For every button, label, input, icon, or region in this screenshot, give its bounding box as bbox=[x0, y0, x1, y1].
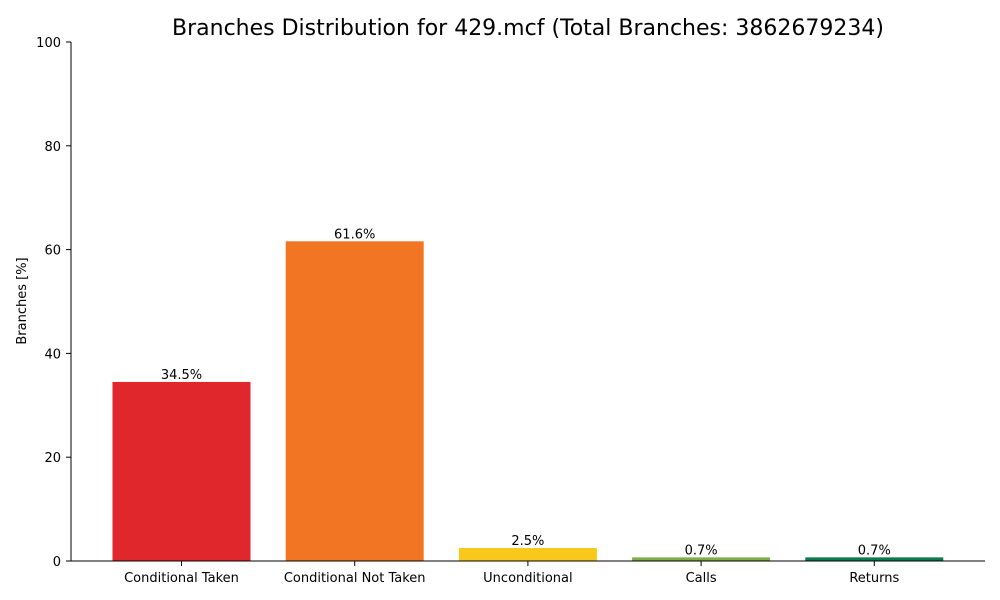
y-tick-label: 100 bbox=[36, 36, 61, 51]
bars-group: 34.5% 61.6% 2.5% 0.7% 0.7% bbox=[112, 227, 944, 561]
bar-value-label: 34.5% bbox=[161, 368, 202, 383]
x-tick-label: Unconditional bbox=[483, 571, 572, 586]
x-axis-ticks: Conditional Taken Conditional Not Taken Un… bbox=[124, 561, 899, 586]
bar-returns bbox=[805, 557, 944, 561]
y-tick-label: 0 bbox=[53, 555, 61, 570]
chart-title: Branches Distribution for 429.mcf (Total… bbox=[172, 16, 884, 41]
bar-unconditional bbox=[458, 548, 597, 561]
bar-value-label: 61.6% bbox=[334, 227, 375, 242]
x-tick-label: Conditional Not Taken bbox=[284, 571, 426, 586]
bar-value-label: 0.7% bbox=[858, 543, 891, 558]
y-axis-ticks: 0 20 40 60 80 100 bbox=[36, 36, 71, 570]
y-tick-label: 40 bbox=[44, 347, 61, 362]
x-tick-label: Conditional Taken bbox=[124, 571, 239, 586]
y-tick-label: 80 bbox=[44, 140, 61, 155]
bar-conditional-taken bbox=[112, 381, 251, 561]
x-tick-label: Returns bbox=[849, 571, 899, 586]
y-axis-label: Branches [%] bbox=[15, 257, 30, 344]
bar-value-label: 2.5% bbox=[511, 534, 544, 549]
x-tick-label: Calls bbox=[686, 571, 717, 586]
bar-conditional-not-taken bbox=[285, 241, 424, 561]
bar-value-label: 0.7% bbox=[685, 543, 718, 558]
y-tick-label: 60 bbox=[44, 244, 61, 259]
y-tick-label: 20 bbox=[44, 451, 61, 466]
bar-calls bbox=[632, 557, 771, 561]
